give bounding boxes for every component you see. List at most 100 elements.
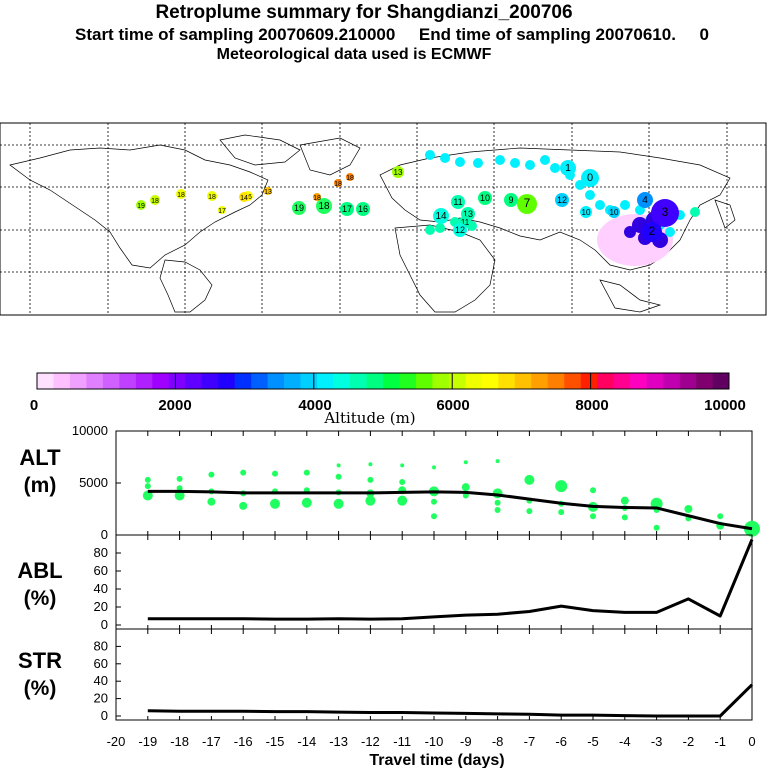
trail-point <box>585 190 595 200</box>
y-tick-label: 0 <box>101 708 108 723</box>
map-point <box>239 192 249 202</box>
scatter-point <box>494 507 501 514</box>
time-series-panels: 0 5000 10000 ALT (m) 0 20 40 60 80 ABL (%) 0 20 40 60 80… <box>17 423 760 768</box>
colorbar-swatch <box>613 373 631 389</box>
trail-point <box>455 157 465 167</box>
scatter-point <box>524 474 535 485</box>
map-point-label: 18 <box>318 201 330 212</box>
colorbar-swatch <box>383 373 400 389</box>
colorbar-swatch <box>465 373 483 389</box>
colorbar-tick-label: 6000 <box>436 397 469 414</box>
map-point <box>478 191 492 205</box>
map-point-label: 1 <box>565 163 571 174</box>
x-tick-label: -18 <box>170 734 189 749</box>
map-point-label: 12 <box>455 225 465 235</box>
scatter-point <box>336 463 341 468</box>
scatter-point <box>400 463 405 468</box>
map-point-label: 13 <box>463 209 473 219</box>
x-tick-label: -10 <box>425 734 444 749</box>
scatter-point <box>555 480 568 493</box>
trail-point <box>665 227 675 237</box>
map-point <box>264 187 272 195</box>
map-point <box>642 222 662 242</box>
trajectory-points: 1918181817161413191818171618131811109714… <box>136 150 700 248</box>
y-tick-label: 20 <box>94 691 108 706</box>
colorbar-swatch <box>185 373 203 389</box>
map-point-label: 7 <box>524 196 531 210</box>
y-tick-label: 40 <box>94 581 108 596</box>
map-point <box>504 193 518 207</box>
map-point <box>292 201 306 215</box>
map-point-label: 10 <box>480 193 490 203</box>
trail-point <box>595 200 605 210</box>
scatter-point <box>367 476 374 483</box>
scatter-point <box>463 460 468 465</box>
colorbar-label: Altitude (m) <box>323 409 415 427</box>
colorbar-swatch <box>399 373 417 389</box>
x-tick-label: -15 <box>266 734 285 749</box>
map-point-label: 2 <box>649 224 656 238</box>
colorbar-tick-label: 0 <box>30 397 38 414</box>
colorbar-swatch <box>251 373 268 389</box>
x-tick-label: -17 <box>202 734 221 749</box>
scatter-point <box>176 475 183 482</box>
map-point <box>316 198 332 214</box>
scatter-point <box>432 465 436 470</box>
scatter-point <box>240 469 247 476</box>
x-tick-label: -19 <box>138 734 157 749</box>
map-point-label: 18 <box>313 195 321 202</box>
trail-point <box>690 207 700 217</box>
scatter-point <box>301 497 312 508</box>
colorbar-swatch <box>102 373 120 389</box>
scatter-point <box>399 478 406 485</box>
colorbar-swatch <box>267 373 285 389</box>
panel-y-label: ALT <box>19 445 61 470</box>
y-tick-label: 60 <box>94 563 108 578</box>
map-point-label: 17 <box>218 208 226 215</box>
y-tick-label: 80 <box>94 638 108 653</box>
panel-y-label: STR <box>18 648 62 673</box>
x-axis-label: Travel time (days) <box>369 752 504 768</box>
trail-point <box>540 155 550 165</box>
map-point <box>451 195 465 209</box>
scatter-point <box>717 513 724 520</box>
y-tick-label: 80 <box>94 545 108 560</box>
map-point-label: 13 <box>394 168 403 177</box>
map-point <box>356 202 370 216</box>
x-tick-label: -13 <box>329 734 348 749</box>
colorbar-swatch <box>350 373 367 389</box>
colorbar-tick-label: 4000 <box>298 397 331 414</box>
scatter-point <box>368 462 373 467</box>
panel-y-label: (m) <box>24 474 57 497</box>
map-point <box>581 169 599 187</box>
x-tick-label: -1 <box>714 734 726 749</box>
scatter-point <box>590 513 596 520</box>
colorbar-tick-label: 2000 <box>158 397 191 414</box>
world-map: 1918181817161413191818171618131811109714… <box>0 122 767 316</box>
y-tick-label: 0 <box>101 527 108 542</box>
panel-y-label: (%) <box>24 587 57 610</box>
colorbar-swatch <box>234 373 252 389</box>
x-tick-label: -8 <box>492 734 504 749</box>
x-tick-label: -5 <box>587 734 599 749</box>
scatter-point <box>590 487 596 494</box>
scatter-point <box>270 498 280 509</box>
y-tick-label: 20 <box>94 599 108 614</box>
colorbar-swatch <box>317 373 334 389</box>
colorbar-swatch <box>547 373 565 389</box>
colorbar-swatch <box>679 373 697 389</box>
map-point <box>313 193 321 201</box>
map-point <box>340 202 354 216</box>
x-tick-label: -2 <box>683 734 695 749</box>
map-graticule <box>0 123 766 315</box>
scatter-point <box>684 505 693 513</box>
colorbar-swatch <box>168 373 186 389</box>
colorbar-swatch <box>86 373 104 389</box>
x-tick-label: -11 <box>393 734 411 749</box>
map-point-label: 18 <box>334 181 342 188</box>
x-tick-label: -6 <box>555 734 567 749</box>
scatter-point <box>272 470 278 477</box>
map-point-label: 19 <box>137 203 145 210</box>
meteo-data-line: Meteorological data used is ECMWF <box>216 46 492 63</box>
